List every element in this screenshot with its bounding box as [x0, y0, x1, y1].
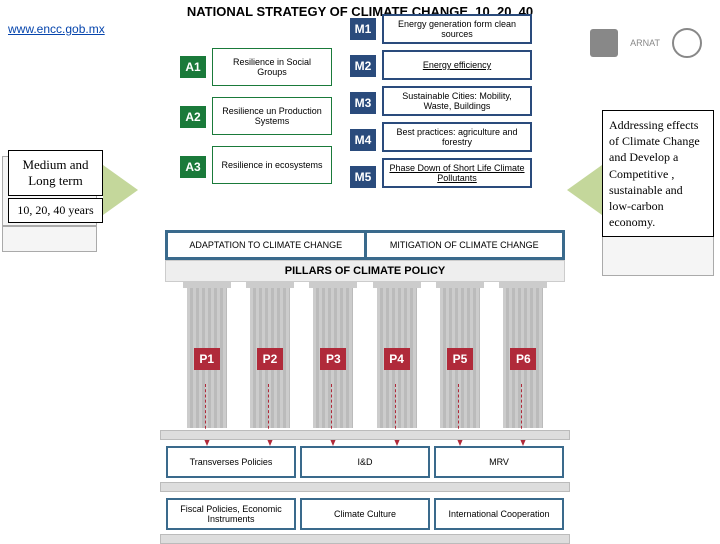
pillars-label: PILLARS OF CLIMATE POLICY	[165, 260, 565, 282]
base1-1: Transverses Policies	[166, 446, 296, 478]
base2-2: Climate Culture	[300, 498, 430, 530]
badge-m3: M3	[350, 92, 376, 114]
m-box-4: Best practices: agriculture and forestry	[382, 122, 532, 152]
badge-p3: P3	[320, 348, 346, 370]
left-panel: Medium and Long term 10, 20, 40 years	[8, 150, 103, 223]
a-box-2: Resilience un Production Systems	[212, 97, 332, 135]
base2-1: Fiscal Policies, Economic Instruments	[166, 498, 296, 530]
badge-p1: P1	[194, 348, 220, 370]
m-box-2: Energy efficiency	[382, 50, 532, 80]
temple-diagram: A1 A2 A3 Resilience in Social Groups Res…	[150, 20, 580, 250]
a-box-3: Resilience in ecosystems	[212, 146, 332, 184]
badge-p2: P2	[257, 348, 283, 370]
m-box-1: Energy generation form clean sources	[382, 14, 532, 44]
badge-p6: P6	[510, 348, 536, 370]
badge-m5: M5	[350, 166, 376, 188]
badge-m1: M1	[350, 18, 376, 40]
badge-m2: M2	[350, 55, 376, 77]
badge-p4: P4	[384, 348, 410, 370]
pediment: ADAPTATION TO CLIMATE CHANGE MITIGATION …	[165, 230, 565, 282]
pillars: P1 P2 P3 P4 P5 P6	[175, 288, 555, 428]
base1-3: MRV	[434, 446, 564, 478]
logo-icon	[590, 29, 618, 57]
base2-3: International Cooperation	[434, 498, 564, 530]
pediment-left: ADAPTATION TO CLIMATE CHANGE	[165, 230, 364, 260]
badge-m4: M4	[350, 129, 376, 151]
left-sub: 10, 20, 40 years	[8, 198, 103, 223]
right-panel: Addressing effects of Climate Change and…	[602, 110, 714, 237]
base: Transverses Policies I&D MRV Fiscal Poli…	[150, 430, 580, 544]
left-main: Medium and Long term	[8, 150, 103, 196]
right-text: Addressing effects of Climate Change and…	[602, 110, 714, 237]
left-arrow-icon	[103, 165, 138, 215]
m-box-3: Sustainable Cities: Mobility, Waste, Bui…	[382, 86, 532, 116]
base1-2: I&D	[300, 446, 430, 478]
badge-a2: A2	[180, 106, 206, 128]
seal-icon	[672, 28, 702, 58]
logo-bar: ARNAT	[590, 28, 702, 58]
pediment-right: MITIGATION OF CLIMATE CHANGE	[364, 230, 566, 260]
badge-a3: A3	[180, 156, 206, 178]
source-link[interactable]: www.encc.gob.mx	[8, 22, 105, 36]
logo-text: ARNAT	[630, 38, 660, 48]
badge-a1: A1	[180, 56, 206, 78]
a-box-1: Resilience in Social Groups	[212, 48, 332, 86]
badge-p5: P5	[447, 348, 473, 370]
m-box-5: Phase Down of Short Life Climate Polluta…	[382, 158, 532, 188]
